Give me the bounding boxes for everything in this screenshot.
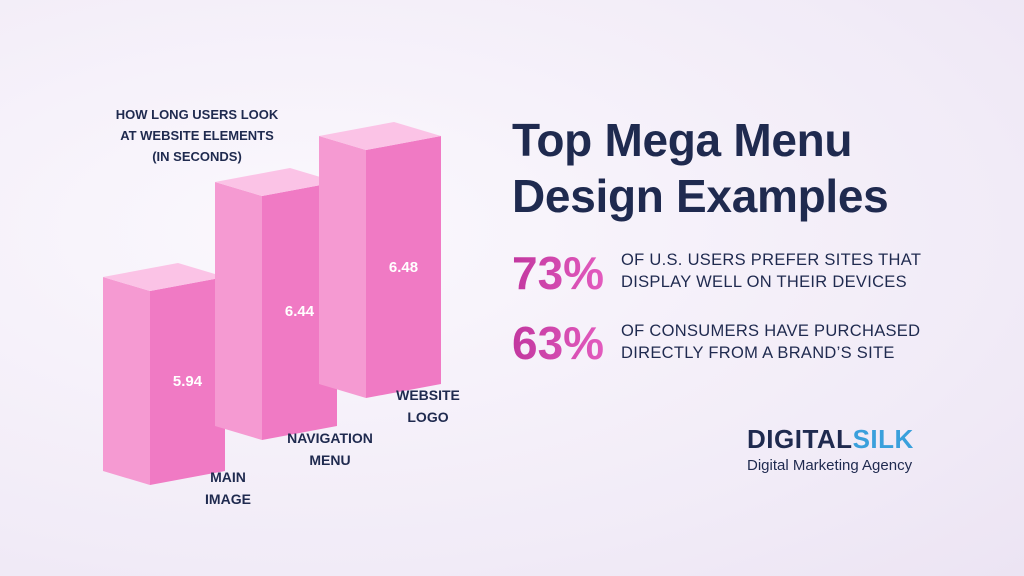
bar-face — [366, 136, 441, 398]
bar-face — [215, 182, 262, 440]
category-label: NAVIGATION MENU — [287, 430, 373, 468]
bar-face — [319, 122, 441, 150]
bar — [103, 263, 225, 485]
heading: Top Mega Menu Design Examples — [512, 114, 889, 222]
bar — [215, 168, 337, 440]
bar-face — [103, 277, 150, 485]
value-label: 5.94 — [173, 373, 203, 390]
brand-name: DIGITAL — [747, 424, 853, 454]
stat-figure: 63% — [512, 316, 612, 370]
stat-text: OF CONSUMERS HAVE PURCHASED DIRECTLY FRO… — [621, 322, 921, 362]
value-label: 6.44 — [285, 303, 315, 320]
stat-text: OF U.S. USERS PREFER SITES THAT DISPLAY … — [621, 251, 921, 291]
bar — [319, 122, 441, 398]
bar-face — [215, 168, 337, 196]
category-label: WEBSITE LOGO — [396, 387, 460, 425]
chart-title: HOW LONG USERS LOOK AT WEBSITE ELEMENTS … — [115, 107, 279, 164]
stat-figure: 73% — [512, 246, 612, 300]
brand-name: SILK — [852, 424, 914, 454]
category-label: MAIN IMAGE — [205, 469, 251, 507]
bar-face — [319, 136, 366, 398]
value-label: 6.48 — [389, 259, 418, 276]
brand-tagline: Digital Marketing Agency — [747, 457, 913, 474]
bar-face — [150, 277, 225, 485]
bar-face — [262, 182, 337, 440]
brand-logo: DIGITALSILK — [747, 424, 914, 455]
bar-face — [103, 263, 225, 291]
